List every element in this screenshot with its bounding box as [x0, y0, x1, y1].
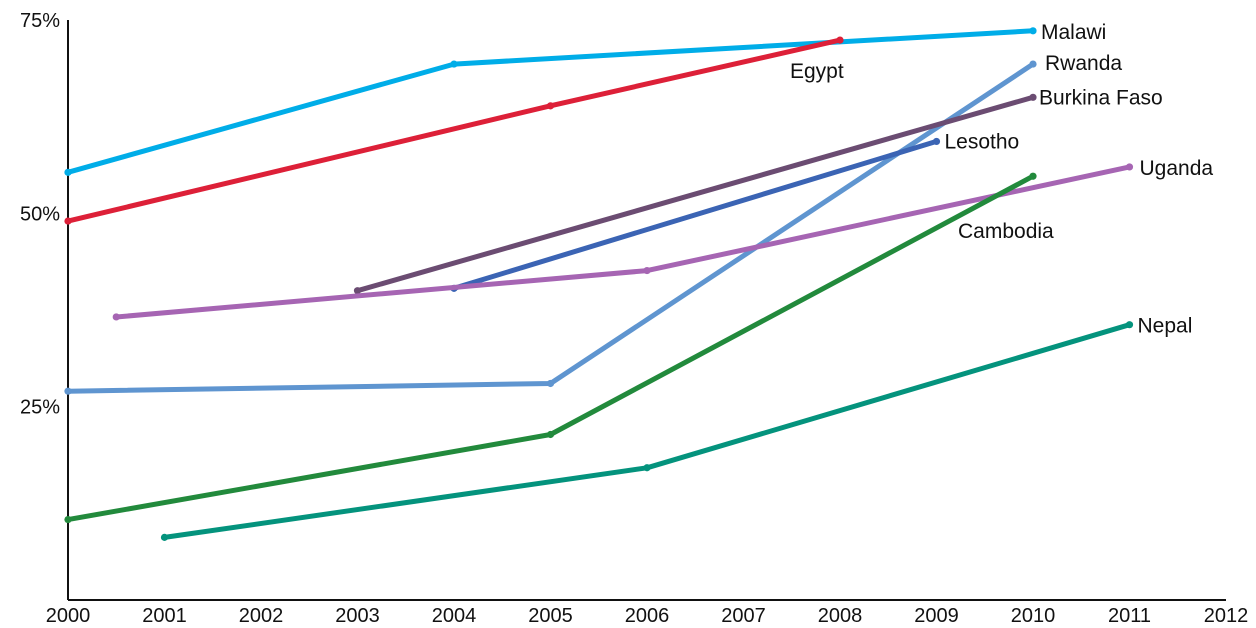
data-point-nepal — [1125, 321, 1134, 329]
y-tick-label: 50% — [20, 203, 60, 225]
series-line-cambodia — [65, 173, 1036, 523]
data-point-egypt — [836, 36, 844, 44]
series-label-rwanda: Rwanda — [1045, 52, 1122, 75]
y-tick-label: 75% — [20, 10, 60, 32]
data-point-lesotho — [932, 137, 941, 146]
series-label-malawi: Malawi — [1041, 21, 1106, 44]
series-label-nepal: Nepal — [1138, 315, 1193, 338]
series-uganda: Uganda — [112, 157, 1214, 321]
data-point-rwanda — [1029, 60, 1037, 68]
x-tick-label: 2008 — [818, 605, 863, 627]
x-tick-label: 2009 — [914, 605, 959, 627]
data-point-nepal — [643, 464, 651, 472]
data-point-egypt — [64, 217, 72, 225]
data-point-cambodia — [1029, 172, 1037, 180]
data-point-rwanda — [546, 379, 555, 388]
axes — [67, 20, 1226, 601]
data-point-malawi — [64, 168, 72, 176]
series-label-uganda: Uganda — [1140, 157, 1214, 180]
data-point-burkina-faso — [1029, 93, 1037, 101]
series-egypt: Egypt — [64, 36, 844, 225]
x-tick-label: 2012 — [1204, 605, 1249, 627]
series-group: Malawi Egypt Rwanda Burkina Faso Lesotho Ugan… — [64, 21, 1213, 541]
x-tick-label: 2001 — [142, 605, 187, 627]
series-nepal: Nepal — [160, 315, 1193, 541]
series-line-burkina-faso — [355, 94, 1036, 294]
data-point-uganda — [643, 266, 651, 275]
y-tick-labels: 25% 50% 75% — [20, 10, 60, 419]
series-rwanda: Rwanda — [64, 52, 1122, 395]
x-tick-label: 2007 — [721, 605, 766, 627]
series-label-lesotho: Lesotho — [945, 130, 1020, 153]
data-point-uganda — [112, 313, 120, 321]
x-tick-label: 2005 — [528, 605, 573, 627]
x-tick-label: 2000 — [46, 605, 91, 627]
data-point-cambodia — [546, 430, 555, 439]
series-line-lesotho — [451, 138, 939, 291]
data-point-nepal — [160, 533, 169, 541]
data-point-burkina-faso — [353, 287, 362, 295]
series-cambodia: Cambodia — [64, 172, 1054, 524]
x-tick-label: 2002 — [239, 605, 284, 627]
y-tick-label: 25% — [20, 397, 60, 419]
data-point-rwanda — [64, 387, 72, 395]
series-line-nepal — [162, 322, 1132, 540]
series-label-cambodia: Cambodia — [958, 220, 1054, 243]
series-burkina-faso: Burkina Faso — [353, 86, 1163, 295]
x-tick-label: 2010 — [1011, 605, 1056, 627]
x-tick-labels: 2000 2001 2002 2003 2004 2005 2006 2007 2008 2009… — [46, 605, 1249, 627]
x-tick-label: 2004 — [432, 605, 477, 627]
data-point-malawi — [450, 60, 458, 68]
series-line-rwanda — [65, 61, 1036, 394]
data-point-malawi — [1029, 27, 1037, 35]
series-label-burkina-faso: Burkina Faso — [1039, 86, 1163, 109]
x-tick-label: 2006 — [625, 605, 670, 627]
x-tick-label: 2003 — [335, 605, 380, 627]
series-line-malawi — [65, 28, 1036, 175]
data-point-egypt — [546, 102, 555, 110]
series-label-egypt: Egypt — [790, 60, 844, 83]
data-point-cambodia — [64, 515, 72, 524]
data-point-uganda — [1125, 163, 1134, 171]
x-tick-label: 2011 — [1108, 605, 1151, 627]
